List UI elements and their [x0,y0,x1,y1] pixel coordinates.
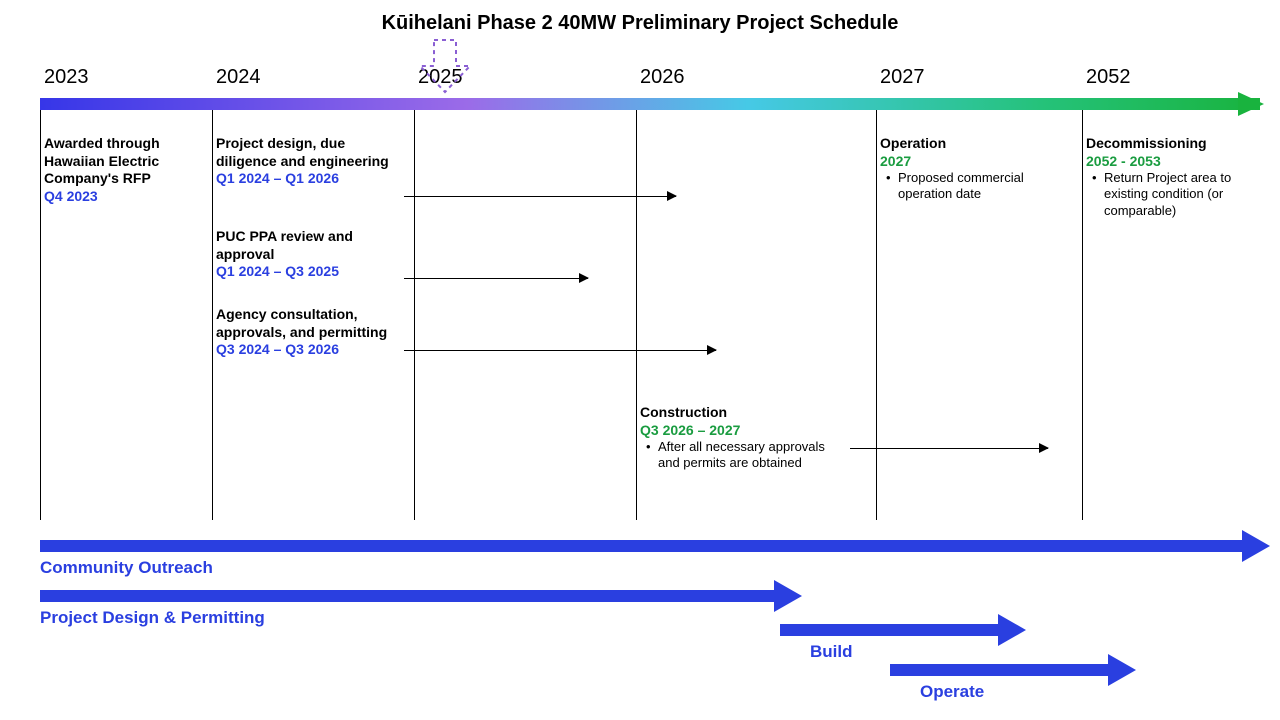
milestone-construction: Construction Q3 2026 – 2027 After all ne… [640,404,850,472]
milestone-awarded: Awarded through Hawaiian Electric Compan… [44,135,212,205]
milestone-decommissioning: Decommissioning 2052 - 2053 Return Proje… [1086,135,1266,219]
phase-label-operate: Operate [920,682,984,702]
phase-label-build: Build [810,642,853,662]
duration-arrow [404,196,676,197]
year-label: 2027 [880,66,925,89]
milestone-daterange: Q1 2024 – Q1 2026 [216,170,404,188]
timeline-bar [40,98,1260,110]
milestone-operation: Operation 2027 Proposed commercial opera… [880,135,1060,203]
milestone-daterange: 2052 - 2053 [1086,153,1266,171]
milestone-puc: PUC PPA review and approval Q1 2024 – Q3… [216,228,404,281]
milestone-heading: Operation [880,135,1060,153]
milestone-daterange: Q4 2023 [44,188,212,206]
milestone-design: Project design, due diligence and engine… [216,135,404,188]
year-label: 2052 [1086,66,1131,89]
phase-bar-designperm [40,590,800,602]
milestone-bullet: Return Project area to existing conditio… [1086,170,1266,219]
milestone-heading: PUC PPA review and approval [216,228,404,263]
year-divider [636,110,637,520]
milestone-heading: Decommissioning [1086,135,1266,153]
milestone-bullet: After all necessary approvals and permit… [640,439,850,472]
year-divider [876,110,877,520]
year-divider [1082,110,1083,520]
duration-arrow [850,448,1048,449]
phase-label-community: Community Outreach [40,558,213,578]
milestone-daterange: Q1 2024 – Q3 2025 [216,263,404,281]
duration-arrow [404,350,716,351]
phase-label-designperm: Project Design & Permitting [40,608,265,628]
phase-bar-operate [890,664,1134,676]
duration-arrow [404,278,588,279]
milestone-heading: Awarded through Hawaiian Electric Compan… [44,135,212,188]
milestone-daterange: Q3 2026 – 2027 [640,422,850,440]
milestone-daterange: 2027 [880,153,1060,171]
milestone-heading: Construction [640,404,850,422]
current-time-marker-icon [416,38,474,96]
page-title: Kūihelani Phase 2 40MW Preliminary Proje… [0,12,1280,35]
milestone-bullet: Proposed commercial operation date [880,170,1060,203]
year-divider [40,110,41,520]
timeline-arrowhead-icon [1238,92,1264,116]
milestone-heading: Project design, due diligence and engine… [216,135,404,170]
year-label: 2026 [640,66,685,89]
phase-bar-build [780,624,1024,636]
phase-bar-community [40,540,1268,552]
milestone-daterange: Q3 2024 – Q3 2026 [216,341,404,359]
year-label: 2023 [44,66,89,89]
milestone-agency: Agency consultation, approvals, and perm… [216,306,404,359]
year-divider [212,110,213,520]
year-label: 2024 [216,66,261,89]
milestone-heading: Agency consultation, approvals, and perm… [216,306,404,341]
year-divider [414,110,415,520]
timeline [40,98,1260,110]
